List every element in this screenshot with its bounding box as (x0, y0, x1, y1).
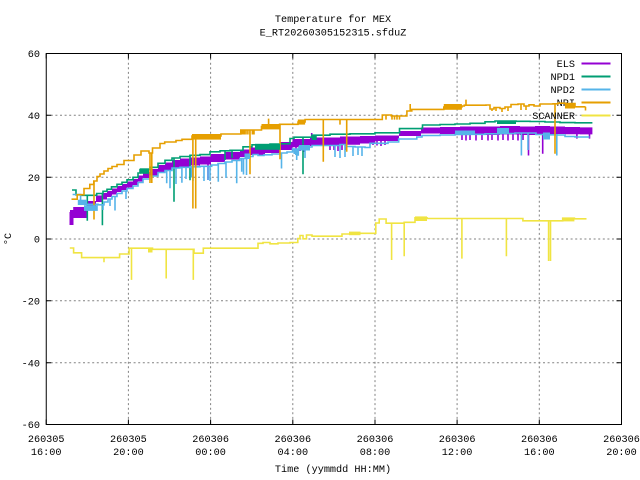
svg-text:-60: -60 (22, 421, 40, 432)
svg-text:00:00: 00:00 (195, 448, 226, 459)
svg-text:NPD1: NPD1 (551, 73, 575, 84)
svg-text:20: 20 (28, 174, 40, 185)
svg-text:260305: 260305 (110, 435, 147, 446)
svg-text:260306: 260306 (357, 435, 394, 446)
svg-text:260306: 260306 (192, 435, 229, 446)
svg-text:20:00: 20:00 (606, 448, 637, 459)
svg-text:60: 60 (28, 50, 40, 61)
svg-text:20:00: 20:00 (113, 448, 144, 459)
svg-text:260306: 260306 (274, 435, 311, 446)
svg-text:260306: 260306 (439, 435, 476, 446)
svg-text:12:00: 12:00 (442, 448, 473, 459)
svg-text:NPD2: NPD2 (551, 86, 575, 97)
svg-text:-40: -40 (22, 359, 40, 370)
svg-text:08:00: 08:00 (360, 448, 391, 459)
svg-text:260306: 260306 (521, 435, 558, 446)
svg-text:Temperature for MEX: Temperature for MEX (275, 14, 391, 26)
svg-text:16:00: 16:00 (524, 448, 555, 459)
svg-text:0: 0 (34, 236, 40, 247)
svg-text:°C: °C (3, 233, 15, 245)
svg-text:Time (yymmdd HH:MM): Time (yymmdd HH:MM) (275, 464, 391, 476)
svg-text:260306: 260306 (603, 435, 640, 446)
svg-text:-20: -20 (22, 298, 40, 309)
svg-text:04:00: 04:00 (278, 448, 309, 459)
svg-text:ELS: ELS (557, 60, 575, 71)
svg-text:40: 40 (28, 112, 40, 123)
svg-text:260305: 260305 (28, 435, 65, 446)
svg-text:E_RT20260305152315.sfduZ: E_RT20260305152315.sfduZ (260, 28, 407, 40)
svg-text:16:00: 16:00 (31, 448, 62, 459)
svg-text:SCANNER: SCANNER (532, 112, 575, 123)
